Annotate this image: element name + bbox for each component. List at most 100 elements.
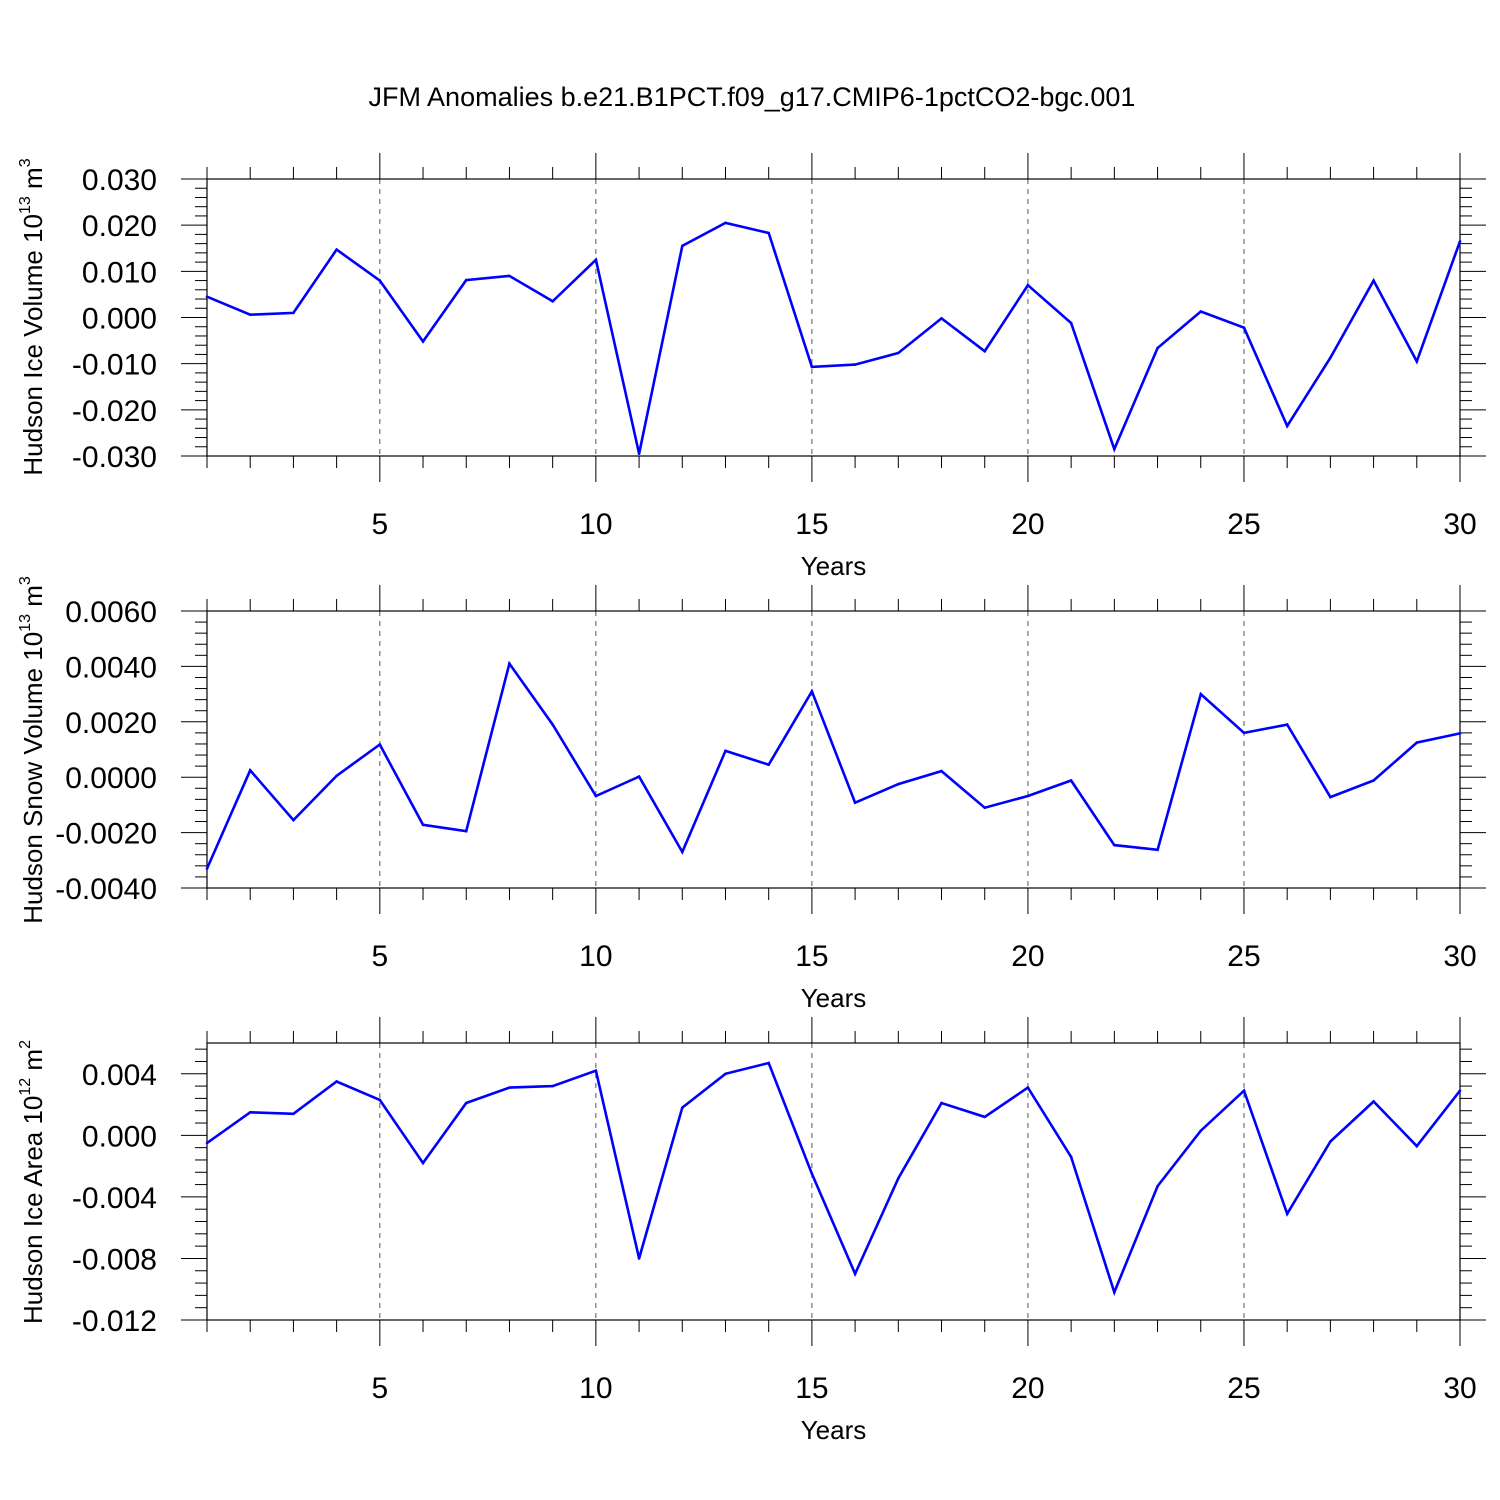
x-tick-label: 15 — [795, 508, 828, 541]
y-axis-label: Hudson Ice Volume 1013 m3 — [17, 158, 48, 475]
data-point — [292, 1112, 295, 1116]
y-tick-label: 0.030 — [82, 164, 157, 197]
x-tick-label: 5 — [371, 508, 388, 541]
data-point — [464, 829, 468, 833]
y-tick-label: 0.0000 — [65, 762, 157, 795]
chart-panel-3: -0.012 -0.008 -0.004 0.000 0.004 5 10 15 20 25 30 Y… — [17, 1017, 1486, 1445]
data-point — [1242, 731, 1246, 735]
y-tick-label: 0.0020 — [65, 707, 157, 740]
data-point — [594, 794, 598, 798]
data-point — [594, 1069, 598, 1072]
data-point — [1156, 848, 1159, 852]
data-point — [1156, 346, 1159, 350]
data-point — [1242, 1089, 1246, 1093]
y-tick-label: 0.0040 — [65, 651, 157, 684]
data-point — [1026, 794, 1030, 798]
data-point — [205, 295, 209, 299]
data-point — [983, 806, 987, 809]
x-tick-label: 5 — [371, 940, 388, 973]
data-point — [1285, 424, 1289, 428]
x-tick-label: 20 — [1011, 940, 1044, 973]
x-tick-label: 20 — [1011, 1372, 1044, 1405]
y-axis-label: Hudson Ice Area 1012 m2 — [17, 1040, 48, 1324]
data-point — [637, 1257, 641, 1260]
data-point — [680, 1106, 684, 1109]
data-point — [853, 363, 857, 366]
x-tick-label: 30 — [1443, 508, 1476, 541]
data-point — [897, 351, 900, 355]
chart-panel-2: -0.0040 -0.0020 0.0000 0.0020 0.0040 0.0060 5 1… — [17, 576, 1486, 1013]
data-point — [1113, 447, 1116, 451]
data-point — [1415, 741, 1419, 744]
y-tick-label: 0.0060 — [65, 596, 157, 629]
data-point — [767, 1061, 770, 1065]
data-point — [205, 867, 209, 870]
y-tick-label: 0.000 — [82, 1120, 157, 1153]
y-tick-label: -0.020 — [72, 395, 157, 428]
figure-title: JFM Anomalies b.e21.B1PCT.f09_g17.CMIP6-… — [369, 82, 1136, 112]
data-point — [1458, 240, 1462, 243]
data-point — [248, 768, 252, 772]
data-point — [508, 1086, 511, 1089]
data-point — [248, 313, 252, 317]
data-point — [940, 317, 943, 320]
y-tick-label: -0.008 — [72, 1243, 157, 1276]
y-axis-label: Hudson Snow Volume 1013 m3 — [17, 576, 48, 924]
data-point — [1458, 732, 1462, 735]
x-tick-label: 5 — [371, 1372, 388, 1405]
y-tick-label: 0.010 — [82, 256, 157, 289]
data-point — [1069, 1155, 1073, 1159]
data-point — [378, 279, 382, 282]
data-point — [637, 452, 641, 455]
x-tick-label: 15 — [795, 940, 828, 973]
data-point — [724, 1072, 727, 1076]
data-point — [378, 1098, 382, 1102]
data-point — [248, 1110, 252, 1114]
series-line — [206, 221, 1462, 454]
data-point — [1458, 1089, 1462, 1093]
y-tick-label: -0.0020 — [55, 818, 157, 851]
data-point — [421, 1161, 425, 1165]
data-point — [335, 248, 338, 251]
y-tick-label: -0.030 — [72, 441, 157, 474]
data-point — [983, 349, 987, 353]
x-axis-label: Years — [801, 1415, 867, 1445]
data-point — [421, 823, 425, 827]
data-point — [1113, 843, 1116, 847]
data-point — [1026, 1086, 1030, 1089]
data-point — [1329, 356, 1332, 359]
data-point — [1415, 1144, 1419, 1148]
x-tick-label: 15 — [795, 1372, 828, 1405]
x-tick-label: 25 — [1227, 508, 1260, 541]
data-point — [551, 300, 554, 303]
data-point — [724, 749, 727, 753]
data-point — [551, 1084, 554, 1088]
data-point — [680, 850, 684, 854]
data-point — [594, 258, 598, 262]
chart-panel-1: -0.030 -0.020 -0.010 0.000 0.010 0.020 0.030 5 1… — [17, 153, 1486, 581]
data-point — [810, 365, 814, 369]
data-point — [940, 1101, 943, 1105]
series-line — [205, 660, 1461, 870]
data-point — [897, 1177, 900, 1180]
x-tick-label: 25 — [1227, 1372, 1260, 1405]
x-tick-label: 20 — [1011, 508, 1044, 541]
y-tick-label: 0.000 — [82, 303, 157, 336]
data-point — [464, 278, 468, 282]
y-tick-label: -0.004 — [72, 1182, 157, 1215]
data-point — [1415, 360, 1419, 363]
data-point — [1199, 1129, 1203, 1133]
data-point — [767, 231, 770, 235]
data-point — [1026, 283, 1030, 287]
data-point — [1199, 310, 1203, 313]
x-tick-label: 10 — [579, 1372, 612, 1405]
data-point — [1329, 1140, 1332, 1143]
x-axis-label: Years — [801, 551, 867, 581]
data-point — [897, 782, 900, 786]
data-point — [464, 1101, 468, 1105]
data-point — [1285, 723, 1289, 726]
y-tick-label: -0.010 — [72, 349, 157, 382]
y-tick-label: 0.020 — [82, 210, 157, 243]
